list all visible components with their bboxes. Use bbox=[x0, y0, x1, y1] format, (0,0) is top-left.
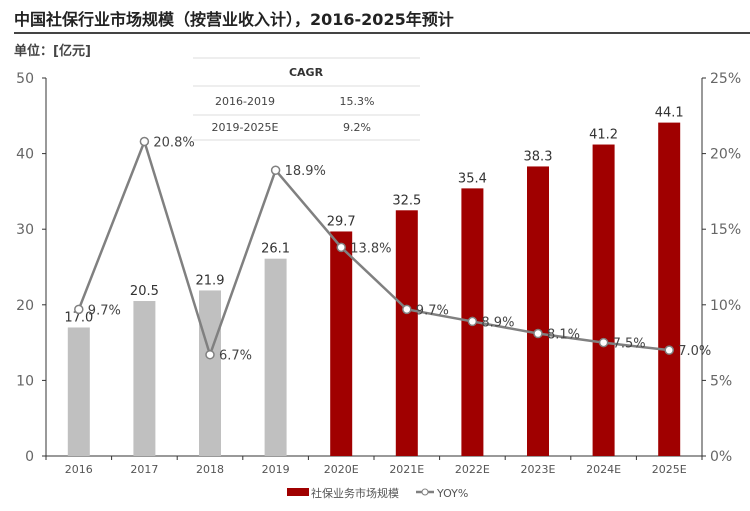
bar-label: 41.2 bbox=[589, 128, 618, 143]
yoy-label: 20.8% bbox=[153, 136, 194, 151]
yoy-label: 18.9% bbox=[285, 164, 326, 179]
yoy-label: 8.1% bbox=[547, 328, 580, 343]
x-tick-label: 2018 bbox=[196, 463, 224, 476]
yoy-point-2018 bbox=[205, 349, 215, 360]
yoy-point-2016 bbox=[74, 304, 84, 315]
x-tick-label: 2021E bbox=[389, 463, 424, 476]
right-tick-label: 10% bbox=[710, 298, 741, 314]
yoy-label: 9.7% bbox=[416, 303, 449, 318]
yoy-point-2021E bbox=[402, 304, 412, 315]
x-tick-label: 2019 bbox=[262, 463, 290, 476]
bar-2025E bbox=[658, 122, 681, 456]
bar-2017 bbox=[133, 301, 156, 456]
yoy-label: 9.7% bbox=[88, 303, 121, 318]
bar-label: 29.7 bbox=[327, 214, 356, 229]
yoy-line bbox=[77, 137, 670, 359]
bar-label: 35.4 bbox=[458, 171, 487, 186]
left-tick-label: 50 bbox=[16, 71, 34, 87]
x-tick-label: 2017 bbox=[130, 463, 158, 476]
title-divider bbox=[14, 32, 750, 34]
bar-2019 bbox=[264, 258, 287, 456]
legend-bar-label: 社保业务市场规模 bbox=[311, 486, 399, 500]
right-tick-label: 15% bbox=[710, 222, 741, 238]
yoy-label: 8.9% bbox=[481, 315, 514, 330]
left-tick-label: 40 bbox=[16, 147, 34, 163]
x-tick-label: 2024E bbox=[586, 463, 621, 476]
bar-2024E bbox=[592, 144, 615, 456]
bar-label: 17.0 bbox=[64, 310, 93, 325]
x-tick-label: 2023E bbox=[521, 463, 556, 476]
bar-label: 26.1 bbox=[261, 242, 290, 257]
chart-title: 中国社保行业市场规模（按营业收入计），2016-2025年预计 bbox=[14, 10, 454, 29]
yoy-point-2022E bbox=[467, 316, 478, 327]
right-tick-label: 5% bbox=[710, 373, 732, 389]
yoy-point-2020E bbox=[336, 242, 346, 253]
right-tick-label: 20% bbox=[710, 147, 741, 163]
left-tick-label: 20 bbox=[16, 298, 34, 314]
cagr-value: 15.3% bbox=[340, 95, 375, 108]
yoy-point-2024E bbox=[598, 337, 609, 348]
yoy-label: 13.8% bbox=[350, 241, 391, 256]
bar-label: 21.9 bbox=[196, 273, 225, 288]
cagr-header: CAGR bbox=[289, 66, 324, 79]
yoy-label: 7.5% bbox=[613, 337, 646, 352]
legend-line-label: YOY% bbox=[436, 487, 468, 500]
left-tick-label: 30 bbox=[16, 222, 34, 238]
unit-label: 单位：[亿元] bbox=[14, 44, 91, 59]
yoy-point-2023E bbox=[533, 328, 543, 339]
yoy-label: 6.7% bbox=[219, 349, 252, 364]
bar-2020E bbox=[330, 231, 353, 456]
left-tick-label: 10 bbox=[16, 373, 34, 389]
yoy-point-2017 bbox=[139, 136, 150, 147]
cagr-period: 2016-2019 bbox=[215, 95, 275, 108]
bar-2016 bbox=[67, 327, 90, 456]
yoy-point-2025E bbox=[664, 345, 674, 355]
yoy-point-2019 bbox=[270, 165, 281, 175]
bar-label: 44.1 bbox=[655, 106, 684, 121]
left-tick-label: 0 bbox=[25, 449, 34, 465]
right-tick-label: 0% bbox=[710, 449, 732, 465]
right-tick-label: 25% bbox=[710, 71, 741, 87]
bar-2023E bbox=[527, 166, 549, 456]
yoy-label: 7.0% bbox=[678, 344, 711, 359]
x-tick-label: 2025E bbox=[652, 463, 687, 476]
bar-2021E bbox=[395, 210, 418, 456]
bar-2018 bbox=[199, 290, 221, 456]
bar-label: 32.5 bbox=[392, 193, 421, 208]
bar-label: 20.5 bbox=[130, 284, 159, 299]
x-tick-label: 2022E bbox=[455, 463, 490, 476]
x-tick-label: 2016 bbox=[65, 463, 93, 476]
bar-label: 38.3 bbox=[524, 149, 553, 164]
legend-bar-swatch bbox=[287, 488, 309, 496]
x-tick-label: 2020E bbox=[324, 463, 359, 476]
legend-line-marker bbox=[421, 488, 429, 496]
cagr-period: 2019-2025E bbox=[212, 121, 279, 134]
cagr-value: 9.2% bbox=[343, 121, 371, 134]
